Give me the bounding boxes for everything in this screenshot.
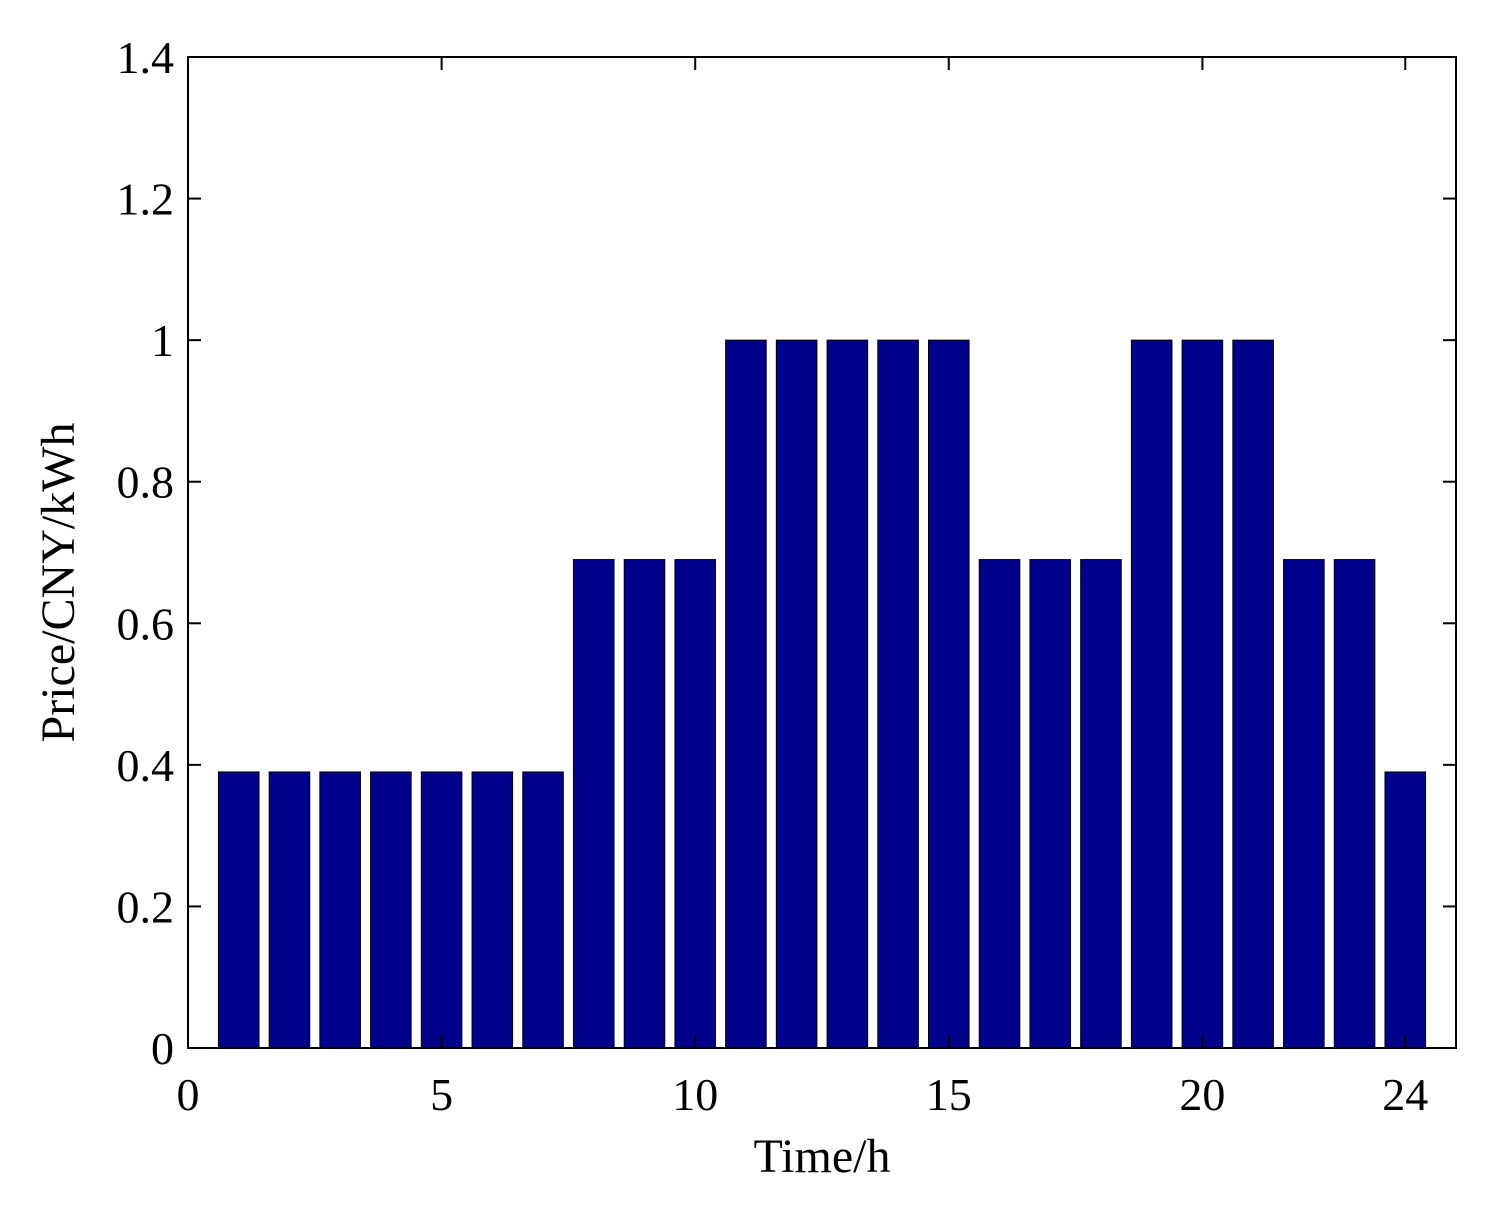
x-tick-label-5: 5 [430,1069,453,1120]
bars-group [217,339,1427,1049]
y-tick-label-0.2: 0.2 [117,881,175,932]
bar-hour-19 [1130,339,1173,1049]
y-tick-label-1.4: 1.4 [117,32,175,83]
y-tick-label-0.4: 0.4 [117,740,175,791]
x-tick-label-15: 15 [926,1069,972,1120]
bar-hour-4 [370,771,412,1049]
x-tick-label-24: 24 [1382,1069,1428,1120]
bar-hour-10 [674,559,716,1049]
bar-hour-24 [1384,771,1427,1049]
x-tick-label-20: 20 [1179,1069,1225,1120]
y-axis-title: Price/CNY/kWh [32,423,85,743]
x-axis-title: Time/h [754,1130,891,1183]
bar-hour-16 [978,559,1021,1049]
bar-hour-1 [217,771,260,1049]
bar-hour-6 [471,771,514,1049]
plot-frame [187,56,1457,1049]
bar-hour-13 [826,339,869,1049]
bar-hour-8 [572,559,615,1049]
bar-hour-11 [725,339,767,1049]
bar-hour-20 [1181,339,1224,1049]
y-tick-label-0.8: 0.8 [117,457,175,508]
y-tick-label-0: 0 [151,1023,174,1074]
bar-hour-23 [1333,559,1376,1049]
bar-hour-22 [1283,559,1325,1049]
bar-hour-2 [268,771,311,1049]
bar-hour-7 [522,771,564,1049]
bar-hour-18 [1080,559,1122,1049]
y-tick-label-0.6: 0.6 [117,598,175,649]
bar-hour-17 [1029,559,1072,1049]
bar-hour-9 [623,559,666,1049]
bar-hour-5 [420,771,463,1049]
bar-hour-14 [877,339,919,1049]
bar-hour-21 [1232,339,1274,1049]
y-tick-label-1: 1 [151,315,174,366]
x-tick-label-0: 0 [177,1069,200,1120]
tick-labels-group: 0 5 10 15 20 24 0 0.2 0.4 0.6 0.8 1 1.2 1.4 [117,32,1429,1120]
y-tick-label-1.2: 1.2 [117,174,175,225]
bar-hour-15 [928,339,970,1049]
x-tick-label-10: 10 [672,1069,718,1120]
bar-hour-3 [319,771,361,1049]
bar-hour-12 [775,339,818,1049]
